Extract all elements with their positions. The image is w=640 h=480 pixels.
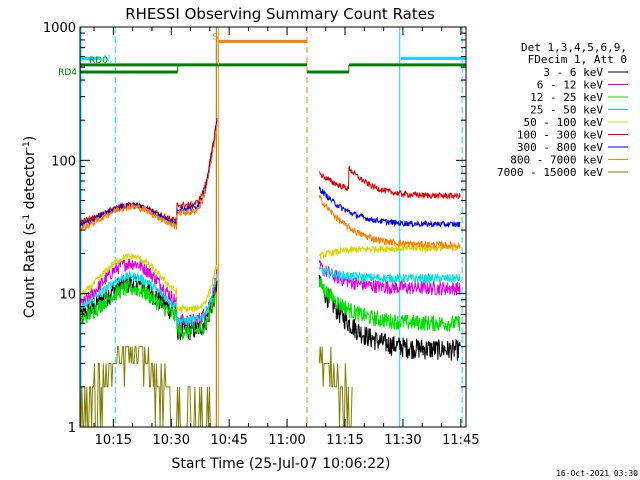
axes: 10:15 10:30 10:45 11:00 11:15 11:30 11:45 1 10 10…	[43, 21, 480, 448]
legend-label-2: 6 - 12 keV	[537, 79, 604, 92]
legend: Det 1,3,4,5,6,9,FDecim 1, Att 03 - 6 keV…	[497, 41, 628, 179]
series-line-3-orbit-1	[79, 279, 218, 340]
x-tick-label-2: 10:30	[153, 433, 190, 448]
series-line-8-orbit-2	[318, 194, 461, 251]
legend-label-3: 12 - 25 keV	[530, 91, 603, 104]
legend-label-8: 800 - 7000 keV	[510, 154, 603, 167]
series-line-9-orbit-1	[79, 346, 217, 428]
rd4-state-label: RD4	[58, 68, 77, 78]
series-line-3-orbit-2	[318, 277, 461, 332]
y-axis-label: Count Rate (s-1 detector-1)	[22, 136, 38, 318]
y-tick-label-3: 100	[51, 154, 76, 169]
x-tick-label-3: 10:45	[210, 433, 247, 448]
legend-title-line-1: Det 1,3,4,5,6,9,	[521, 41, 627, 54]
y-tick-label-4: 1000	[43, 21, 76, 36]
plot-frame	[79, 26, 467, 428]
footer-date: 16-Oct-2021 03:30	[556, 469, 638, 478]
legend-title-line-2: FDecim 1, Att 0	[528, 53, 627, 66]
x-tick-label-6: 11:30	[384, 433, 421, 448]
series-line-7-orbit-2	[318, 186, 461, 228]
y-tick-label-1: 1	[68, 421, 76, 436]
x-tick-label-4: 11:00	[268, 433, 305, 448]
series-line-5-orbit-1	[79, 252, 218, 313]
s-state-label: S	[212, 32, 218, 42]
x-axis-label: Start Time (25-Jul-07 10:06:22)	[171, 456, 390, 472]
x-tick-label-7: 11:45	[442, 433, 479, 448]
legend-label-5: 50 - 100 keV	[524, 116, 604, 129]
series-line-9-orbit-2	[318, 346, 353, 428]
legend-label-7: 300 - 800 keV	[517, 141, 603, 154]
y-tick-label-2: 10	[59, 288, 76, 303]
chart-title: RHESSI Observing Summary Count Rates	[125, 5, 435, 23]
x-tick-label-5: 11:15	[326, 433, 363, 448]
series-line-1-orbit-2	[318, 274, 461, 361]
x-tick-label-1: 10:15	[95, 433, 132, 448]
legend-label-9: 7000 - 15000 keV	[497, 166, 603, 179]
series-line-8-orbit-1	[79, 123, 218, 232]
series-line-4-orbit-1	[79, 269, 218, 326]
series-line-4-orbit-2	[318, 265, 461, 284]
n-state-label: N	[104, 55, 111, 65]
rd0-state-label: RD0	[89, 56, 108, 66]
legend-label-1: 3 - 6 keV	[543, 66, 603, 79]
series-line-6-orbit-2	[318, 165, 461, 200]
legend-label-6: 100 - 300 keV	[517, 129, 603, 142]
legend-label-4: 25 - 50 keV	[530, 104, 603, 117]
series-line-5-orbit-2	[319, 243, 461, 260]
series-line-2-orbit-2	[318, 259, 461, 296]
